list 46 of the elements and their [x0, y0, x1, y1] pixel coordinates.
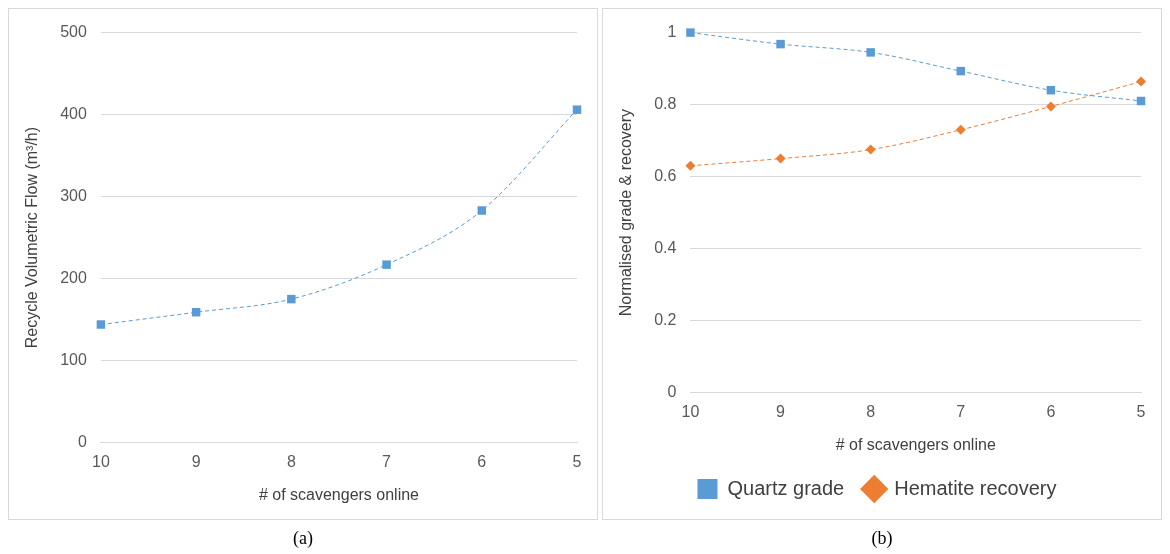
- point: [287, 294, 296, 304]
- legend-label: Quartz grade: [727, 476, 845, 499]
- x-tick-label: 9: [191, 452, 201, 470]
- y-tick-label: 0: [667, 383, 677, 401]
- y-tick-label: 1: [667, 23, 677, 41]
- y-tick-label: 400: [60, 105, 87, 123]
- point: [866, 48, 875, 57]
- point: [477, 206, 487, 215]
- point: [775, 153, 786, 164]
- y-tick-label: 0.8: [654, 95, 677, 113]
- x-tick-label: 6: [1046, 402, 1056, 420]
- y-axis-title: Recycle Volumetric Flow (m³/h): [23, 126, 41, 349]
- point: [955, 124, 966, 135]
- point: [776, 39, 785, 49]
- text: (a): [292, 528, 314, 549]
- point: [1045, 101, 1056, 112]
- x-axis-title: # of scavengers online: [258, 485, 420, 503]
- point: [865, 144, 876, 155]
- point: [685, 160, 696, 171]
- x-tick-label: 10: [681, 402, 700, 420]
- y-tick-label: 300: [60, 187, 87, 205]
- x-tick-label: 5: [572, 452, 582, 470]
- text: (b): [870, 528, 894, 549]
- x-tick-label: 9: [776, 402, 786, 420]
- point: [686, 28, 695, 37]
- point: [96, 320, 106, 329]
- point: [382, 260, 391, 269]
- x-axis-title: # of scavengers online: [835, 435, 996, 453]
- x-tick-label: 5: [1136, 402, 1146, 420]
- y-tick-label: 0: [77, 433, 87, 451]
- y-tick-label: 200: [60, 269, 87, 287]
- y-axis-title: Normalised grade & recovery: [617, 109, 635, 317]
- y-tick-label: 500: [60, 23, 87, 41]
- y-tick-label: 0.6: [654, 167, 677, 185]
- x-tick-label: 7: [956, 402, 966, 420]
- y-tick-label: 100: [60, 351, 87, 369]
- x-tick-label: 7: [382, 452, 392, 470]
- legend-label: Hematite recovery: [894, 476, 1057, 499]
- x-tick-label: 8: [866, 402, 876, 420]
- point: [1136, 76, 1146, 87]
- y-tick-label: 0.2: [654, 311, 677, 329]
- x-tick-label: 6: [477, 452, 487, 470]
- x-tick-label: 8: [286, 452, 296, 470]
- x-tick-label: 10: [92, 452, 110, 470]
- y-tick-label: 0.4: [654, 239, 677, 257]
- point: [572, 105, 582, 114]
